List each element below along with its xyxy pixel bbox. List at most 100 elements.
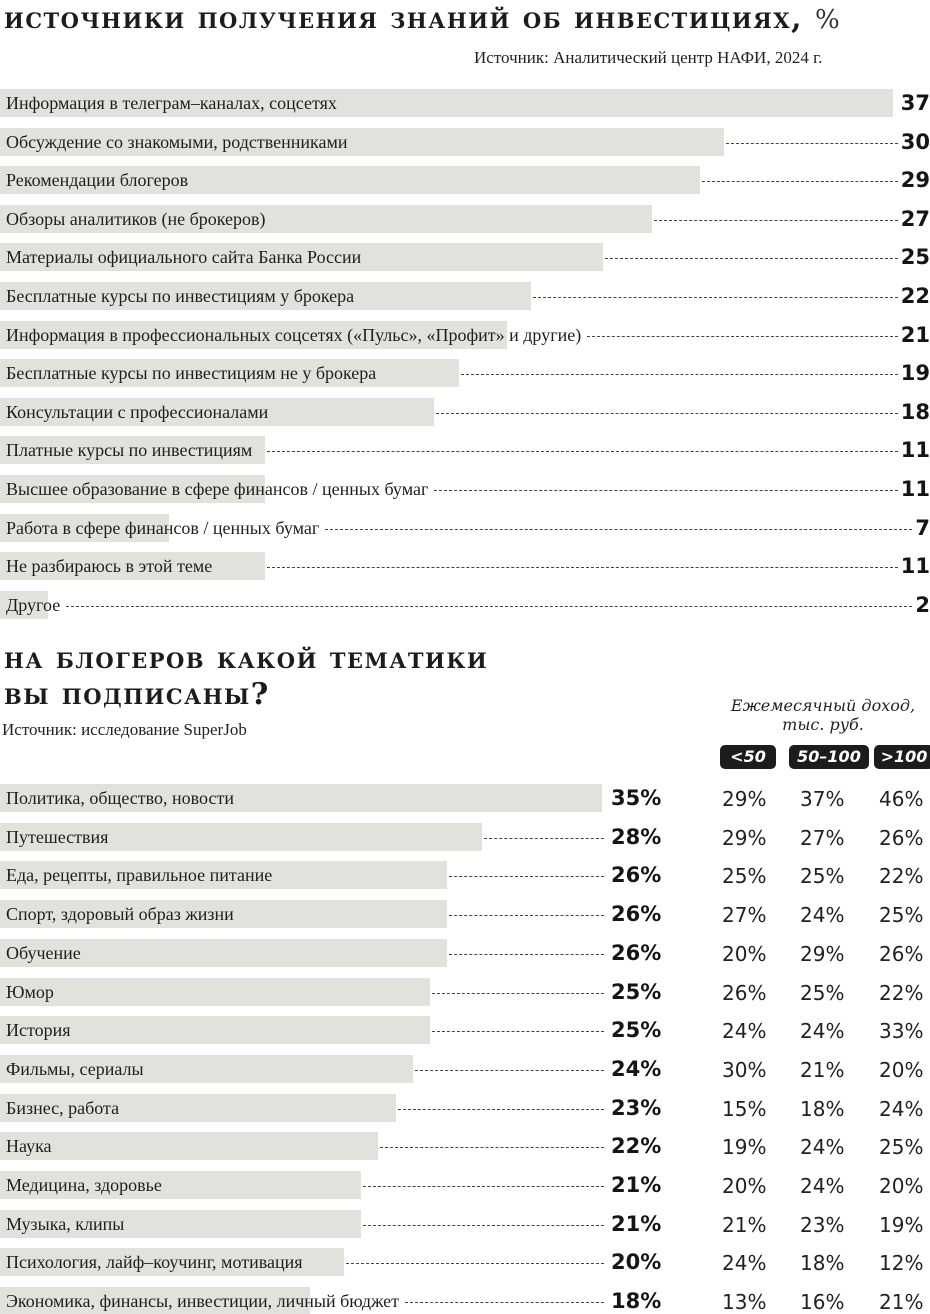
- chart1-row-value: 19: [900, 361, 930, 386]
- chart2-row-total: 20%: [611, 1250, 662, 1275]
- chart2-bar: [0, 938, 447, 967]
- chart1-row-label: Другое: [6, 594, 61, 615]
- chart2-row-mid-income: 18%: [800, 1251, 845, 1276]
- leader-line: [654, 219, 898, 221]
- chart1-row-value: 37: [900, 91, 930, 115]
- chart2-row-high-income: 26%: [879, 941, 924, 966]
- chart1-row-label: Работа в сфере финансов / ценных бумаг: [6, 517, 320, 538]
- chart2-row-low-income: 20%: [722, 1174, 767, 1198]
- chart2-row: Медицина, здоровье 21% 20% 24% 20%: [0, 1171, 930, 1199]
- leader-line: [449, 953, 604, 955]
- chart1-row-label: Консультации с профессионалами: [6, 401, 269, 422]
- chart2-row-total: 26%: [611, 863, 662, 888]
- legend-pill-low: <50: [720, 745, 776, 769]
- chart2-title-line1: На блогеров какой тематики: [4, 641, 489, 676]
- chart1-bar: [0, 513, 169, 542]
- chart2-row: Политика, общество, новости 35% 29% 37% 46%: [0, 784, 930, 812]
- leader-line: [325, 528, 912, 530]
- leader-line: [484, 837, 604, 839]
- chart2-row-high-income: 24%: [879, 1096, 924, 1121]
- leader-line: [434, 490, 898, 491]
- chart2-row: Наука 22% 19% 24% 25%: [0, 1132, 930, 1161]
- chart2-row-label: Наука: [6, 1136, 52, 1157]
- chart1-bar: [0, 243, 603, 272]
- chart1-row-label: Обзоры аналитиков (не брокеров): [6, 208, 266, 229]
- chart2-row-low-income: 25%: [722, 864, 767, 889]
- leader-line: [436, 412, 898, 414]
- chart2-row-high-income: 22%: [879, 980, 924, 1005]
- chart2-row-mid-income: 18%: [800, 1096, 845, 1121]
- chart2-row-mid-income: 27%: [800, 825, 845, 850]
- chart2-row-low-income: 27%: [722, 903, 767, 928]
- chart2-row-total: 26%: [611, 902, 662, 927]
- chart1-row-label: Материалы официального сайта Банка Росси…: [6, 247, 362, 268]
- income-legend-title: Ежемесячный доход, тыс. руб.: [730, 696, 916, 734]
- leader-line: [380, 1147, 604, 1149]
- chart2-row-mid-income: 24%: [800, 1135, 845, 1160]
- chart2-row-label: Юмор: [6, 981, 54, 1002]
- leader-line: [449, 876, 604, 878]
- chart1-row: Бесплатные курсы по инвестициям у брокер…: [0, 282, 930, 310]
- chart2-row-low-income: 19%: [722, 1135, 767, 1160]
- chart1-row-value: 7: [915, 515, 930, 540]
- chart1-bar: [0, 397, 434, 426]
- chart2-row-total: 24%: [611, 1056, 662, 1081]
- chart1-row: Обзоры аналитиков (не брокеров) 27: [0, 204, 930, 233]
- chart1-bar: [0, 552, 265, 581]
- chart2-row-mid-income: 37%: [800, 787, 845, 811]
- chart2-row: Экономика, финансы, инвестиции, личный б…: [0, 1287, 930, 1314]
- chart2-row-mid-income: 16%: [800, 1290, 845, 1314]
- chart2-bar: [0, 1287, 310, 1314]
- chart2-row: Фильмы, сериалы 24% 30% 21% 20%: [0, 1054, 930, 1083]
- chart2-bar: [0, 1132, 378, 1161]
- chart2-row-label: Экономика, финансы, инвестиции, личный б…: [6, 1291, 400, 1312]
- chart2-bar: [0, 1093, 396, 1122]
- chart2-row-total: 18%: [611, 1289, 662, 1314]
- chart2-bar: [0, 784, 602, 812]
- chart2-bar: [0, 1054, 413, 1083]
- chart1-row: Высшее образование в сфере финансов / це…: [0, 475, 930, 503]
- leader-line: [533, 297, 898, 298]
- chart1-row-label: Информация в телеграм–каналах, соцсетях: [6, 93, 337, 113]
- chart1-row-value: 21: [900, 322, 930, 347]
- chart2-row-label: Медицина, здоровье: [6, 1175, 162, 1195]
- chart2-row-total: 26%: [611, 940, 662, 965]
- chart2-row-label: Психология, лайф–коучинг, мотивация: [6, 1252, 303, 1273]
- chart1-row: Работа в сфере финансов / ценных бумаг 7: [0, 513, 930, 542]
- chart2-row-total: 28%: [611, 824, 662, 849]
- chart1-row: Материалы официального сайта Банка Росси…: [0, 243, 930, 272]
- chart2-row-high-income: 25%: [879, 903, 924, 928]
- chart2-row: Путешествия 28% 29% 27% 26%: [0, 822, 930, 851]
- chart2-bar: [0, 822, 482, 851]
- chart1-row-value: 22: [900, 284, 930, 308]
- chart2-row: Бизнес, работа 23% 15% 18% 24%: [0, 1093, 930, 1122]
- chart1-row-value: 2: [915, 592, 930, 617]
- chart1-title-unit: %: [815, 5, 840, 35]
- chart2-bar: [0, 977, 430, 1006]
- leader-line: [449, 915, 604, 917]
- chart2-row: Психология, лайф–коучинг, мотивация 20% 24…: [0, 1248, 930, 1277]
- chart2-row-total: 21%: [611, 1211, 662, 1236]
- chart2-bar: [0, 861, 447, 890]
- chart2-row-high-income: 21%: [879, 1290, 924, 1314]
- chart2-row-high-income: 19%: [879, 1212, 924, 1237]
- chart2-row-label: Политика, общество, новости: [6, 788, 234, 808]
- chart1-source: Источник: Аналитический центр НАФИ, 2024…: [474, 48, 823, 67]
- chart2-row: Спорт, здоровый образ жизни 26% 27% 24% 25%: [0, 900, 930, 929]
- chart2-row: Обучение 26% 20% 29% 26%: [0, 938, 930, 967]
- chart1-row-label: Рекомендации блогеров: [6, 170, 189, 191]
- leader-line: [405, 1302, 604, 1304]
- chart2-source: Источник: исследование SuperJob: [2, 720, 247, 739]
- chart2-bar: [0, 1171, 361, 1199]
- leader-line: [461, 374, 898, 376]
- chart2-row-high-income: 22%: [879, 864, 924, 889]
- chart2-row-total: 25%: [611, 1018, 662, 1043]
- chart1-row-label: Обсуждение со знакомыми, родственниками: [6, 131, 348, 152]
- chart2-row: Музыка, клипы 21% 21% 23% 19%: [0, 1209, 930, 1238]
- chart2-bar: [0, 1248, 344, 1277]
- leader-line: [363, 1224, 604, 1226]
- chart1-bar: [0, 282, 531, 310]
- legend-pill-high: >100: [874, 745, 930, 769]
- chart2-row-low-income: 21%: [722, 1212, 767, 1237]
- chart1-bar: [0, 590, 48, 619]
